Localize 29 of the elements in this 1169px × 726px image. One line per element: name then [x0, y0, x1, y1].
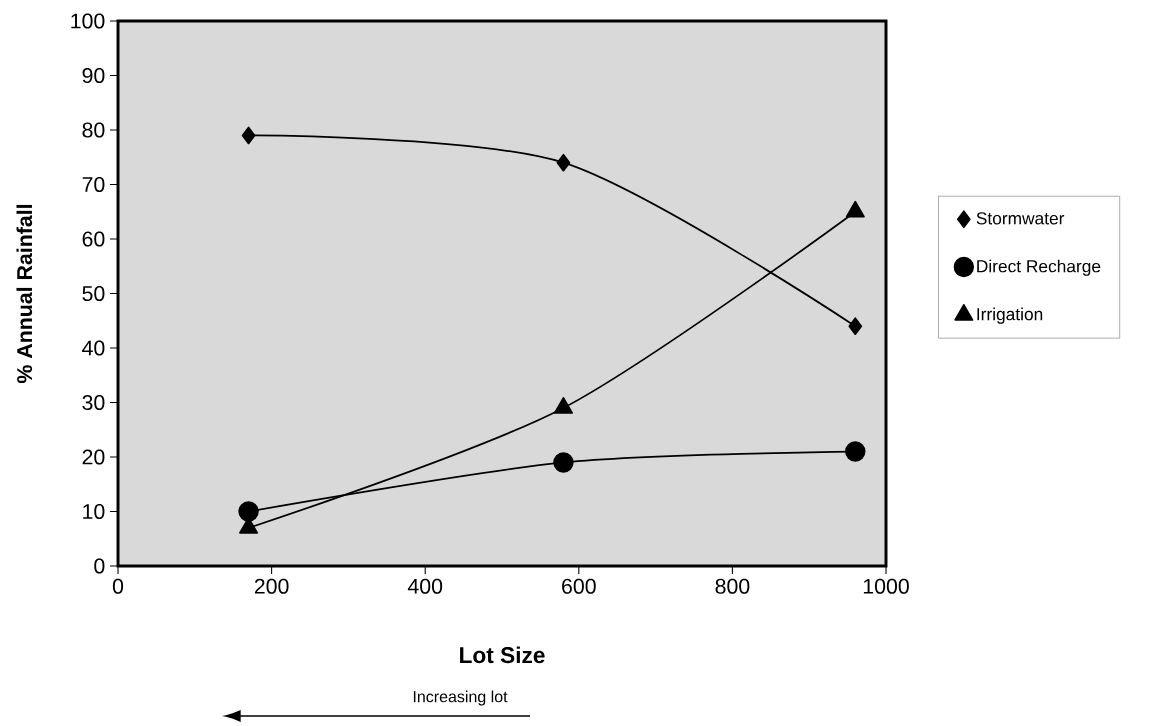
x-tick-label: 600 — [562, 578, 596, 594]
legend-label: Direct Recharge — [977, 259, 1101, 276]
y-tick-label: 70 — [82, 176, 105, 193]
x-axis-title: Lot Size — [460, 646, 545, 664]
y-tick-label: 80 — [82, 122, 105, 138]
x-tick-label: 1000 — [863, 578, 909, 594]
x-tick-label: 800 — [715, 578, 750, 594]
y-tick-label: 50 — [82, 285, 105, 302]
point — [553, 452, 574, 473]
legend-label: Stormwater — [976, 212, 1065, 225]
text: Increasing lot — [413, 690, 508, 706]
y-tick-label: 0 — [94, 558, 105, 574]
point — [241, 126, 256, 145]
y-axis-title: % Annual Rainfall — [16, 204, 33, 384]
y-tick-label: 10 — [83, 503, 105, 520]
legend-label: Irrigation — [977, 307, 1043, 324]
x-tick-label: 200 — [254, 578, 289, 594]
point — [848, 317, 863, 336]
point — [556, 153, 571, 172]
x-tick-label: 0 — [112, 578, 124, 594]
y-tick-label: 100 — [71, 13, 105, 29]
point — [845, 441, 866, 462]
y-tick-label: 90 — [82, 67, 105, 84]
y-tick-label: 20 — [82, 449, 105, 465]
x-tick-label: 400 — [407, 578, 443, 594]
y-tick-label: 40 — [82, 340, 105, 356]
y-tick-label: 60 — [82, 231, 105, 247]
point — [238, 501, 259, 522]
y-tick-label: 30 — [82, 394, 105, 411]
